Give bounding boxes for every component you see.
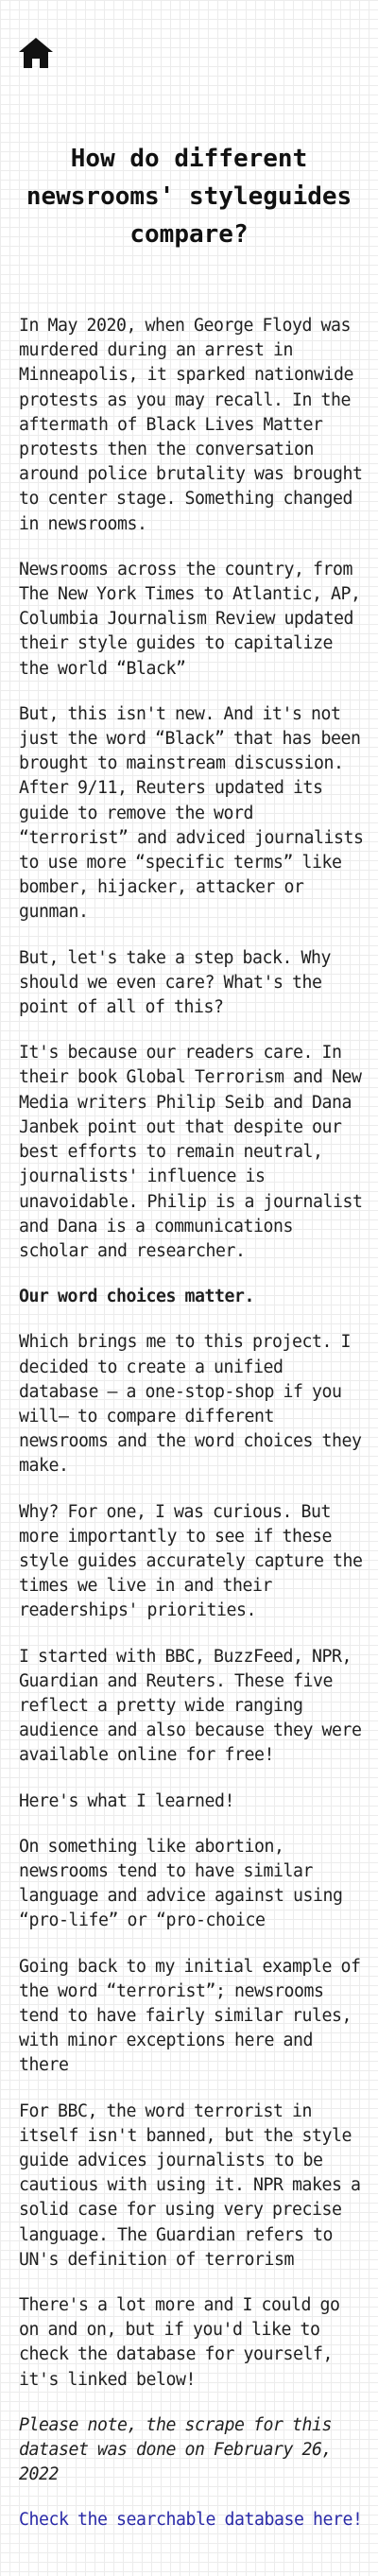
paragraph-project: Which brings me to this project. I decid… [19,1332,362,1477]
paragraph-abortion: On something like abortion, newsrooms te… [19,1836,343,1931]
paragraph-sources: I started with BBC, BuzzFeed, NPR, Guard… [19,1646,362,1766]
scrape-note: Please note, the scrape for this dataset… [19,2414,332,2485]
page-title: How do different newsrooms' styleguides … [26,145,352,249]
paragraph-more: There's a lot more and I could go on and… [19,2295,340,2390]
home-icon [19,38,53,68]
article-body: In May 2020, when George Floyd was murde… [19,314,365,2533]
paragraph-intro: In May 2020, when George Floyd was murde… [19,316,363,534]
paragraph-newsrooms: Newsrooms across the country, from The N… [19,559,361,679]
paragraph-not-new: But, this isn't new. And it's not just t… [19,703,364,923]
paragraph-readers-care: It's because our readers care. In their … [19,1043,363,1261]
paragraph-why: Why? For one, I was curious. But more im… [19,1501,363,1621]
database-link[interactable]: Check the searchable database here! [19,2510,363,2531]
paragraph-why-care: But, let's take a step back. Why should … [19,947,331,1018]
paragraph-word-choices: Our word choices matter. [19,1287,254,1307]
paragraph-learned: Here's what I learned! [19,1790,234,1811]
paragraph-bbc: For BBC, the word terrorist in itself is… [19,2101,361,2270]
paragraph-terrorist: Going back to my initial example of the … [19,1956,361,2076]
home-button[interactable] [17,36,55,70]
